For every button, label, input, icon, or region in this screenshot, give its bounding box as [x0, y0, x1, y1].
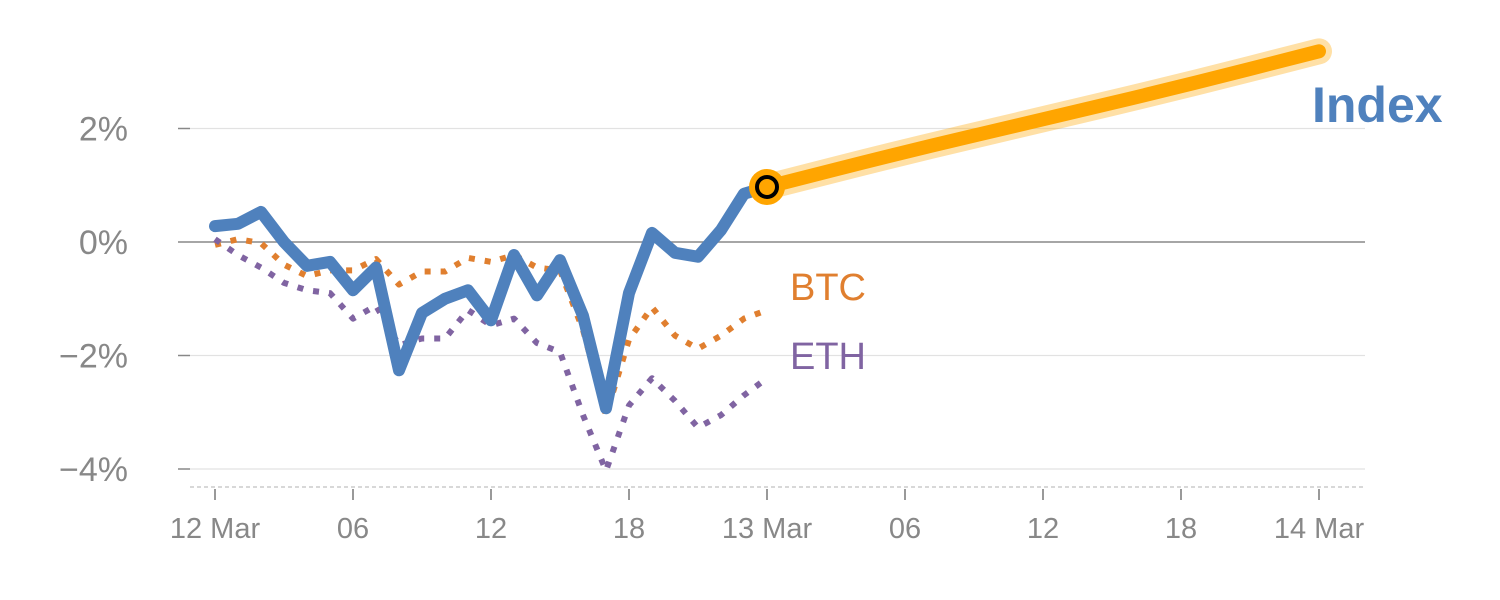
x-tick-label: 12 [1027, 513, 1059, 545]
y-tick-label: −4% [59, 451, 128, 489]
gridlines [190, 127, 1365, 488]
x-tick-label: 18 [613, 513, 645, 545]
series-label-eth: ETH [790, 336, 866, 378]
y-tick-label: −2% [59, 338, 128, 376]
x-tick-label: 06 [889, 513, 921, 545]
series-label-btc: BTC [790, 267, 866, 309]
x-tick-label: 12 [475, 513, 507, 545]
y-tick-label: 0% [79, 224, 128, 262]
series-line-index-forecast [760, 44, 1326, 194]
x-axis: 12 Mar 06 12 18 13 Mar 06 12 18 14 Mar [170, 489, 1365, 545]
x-tick-label: 14 Mar [1274, 513, 1365, 545]
x-tick-label: 12 Mar [170, 513, 261, 545]
series-line-eth [213, 236, 769, 474]
y-axis: 2% 0% −2% −4% [59, 111, 190, 489]
series-lines [209, 38, 1332, 474]
current-value-marker [749, 168, 785, 205]
series-label-index: Index [1312, 77, 1443, 133]
y-tick-label: 2% [79, 111, 128, 149]
series-line-index [209, 180, 773, 415]
x-tick-label: 06 [337, 513, 369, 545]
x-tick-label: 18 [1165, 513, 1197, 545]
x-tick-label: 13 Mar [722, 513, 813, 545]
series-line-btc [214, 236, 769, 419]
current-value-marker-ring [755, 174, 779, 199]
